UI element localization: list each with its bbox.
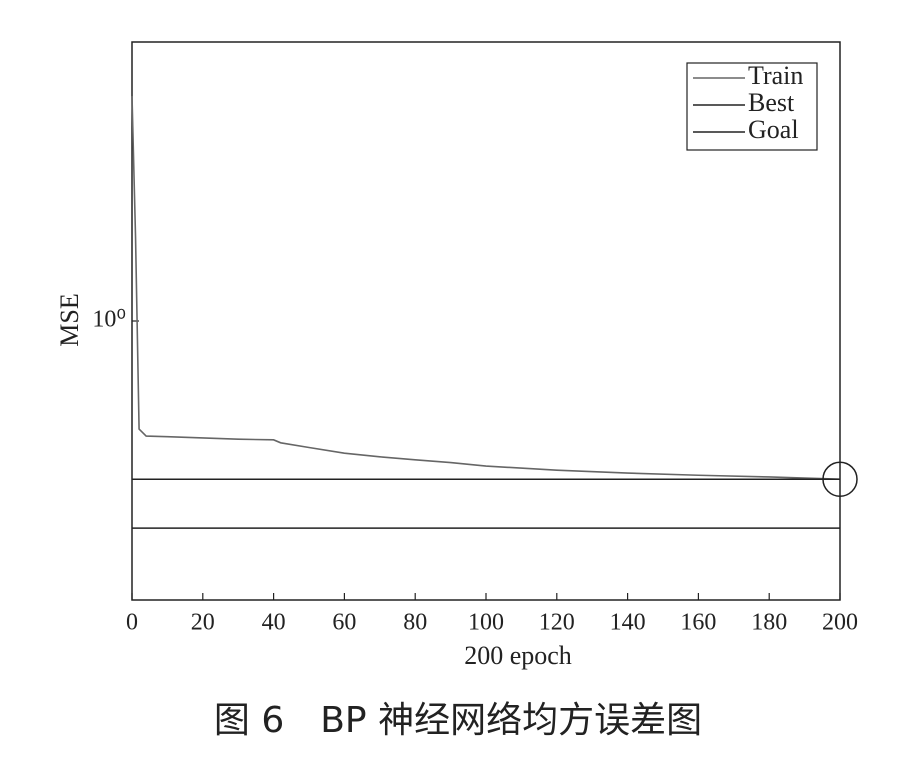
legend-label: Train bbox=[748, 61, 803, 90]
y-axis-label: MSE bbox=[55, 293, 84, 346]
x-axis-label: 200 epoch bbox=[464, 641, 572, 670]
x-tick-label: 100 bbox=[468, 610, 504, 636]
x-tick-label: 120 bbox=[539, 610, 575, 636]
x-tick-label: 200 bbox=[822, 610, 858, 636]
legend-label: Goal bbox=[748, 115, 799, 144]
x-tick-label: 180 bbox=[751, 610, 787, 636]
x-tick-label: 80 bbox=[403, 610, 427, 636]
train-line bbox=[131, 96, 841, 481]
best-marker bbox=[822, 461, 858, 497]
x-tick-label: 40 bbox=[262, 610, 286, 636]
legend-label: Best bbox=[748, 88, 795, 117]
x-tick-label: 60 bbox=[332, 610, 356, 636]
x-tick-label: 0 bbox=[126, 610, 138, 636]
x-tick-label: 160 bbox=[680, 610, 716, 636]
x-tick-label: 20 bbox=[191, 610, 215, 636]
caption: 图 6 BP 神经网络均方误差图 bbox=[214, 700, 702, 741]
x-tick-label: 140 bbox=[610, 610, 646, 636]
y-tick-label: 10⁰ bbox=[92, 307, 126, 333]
